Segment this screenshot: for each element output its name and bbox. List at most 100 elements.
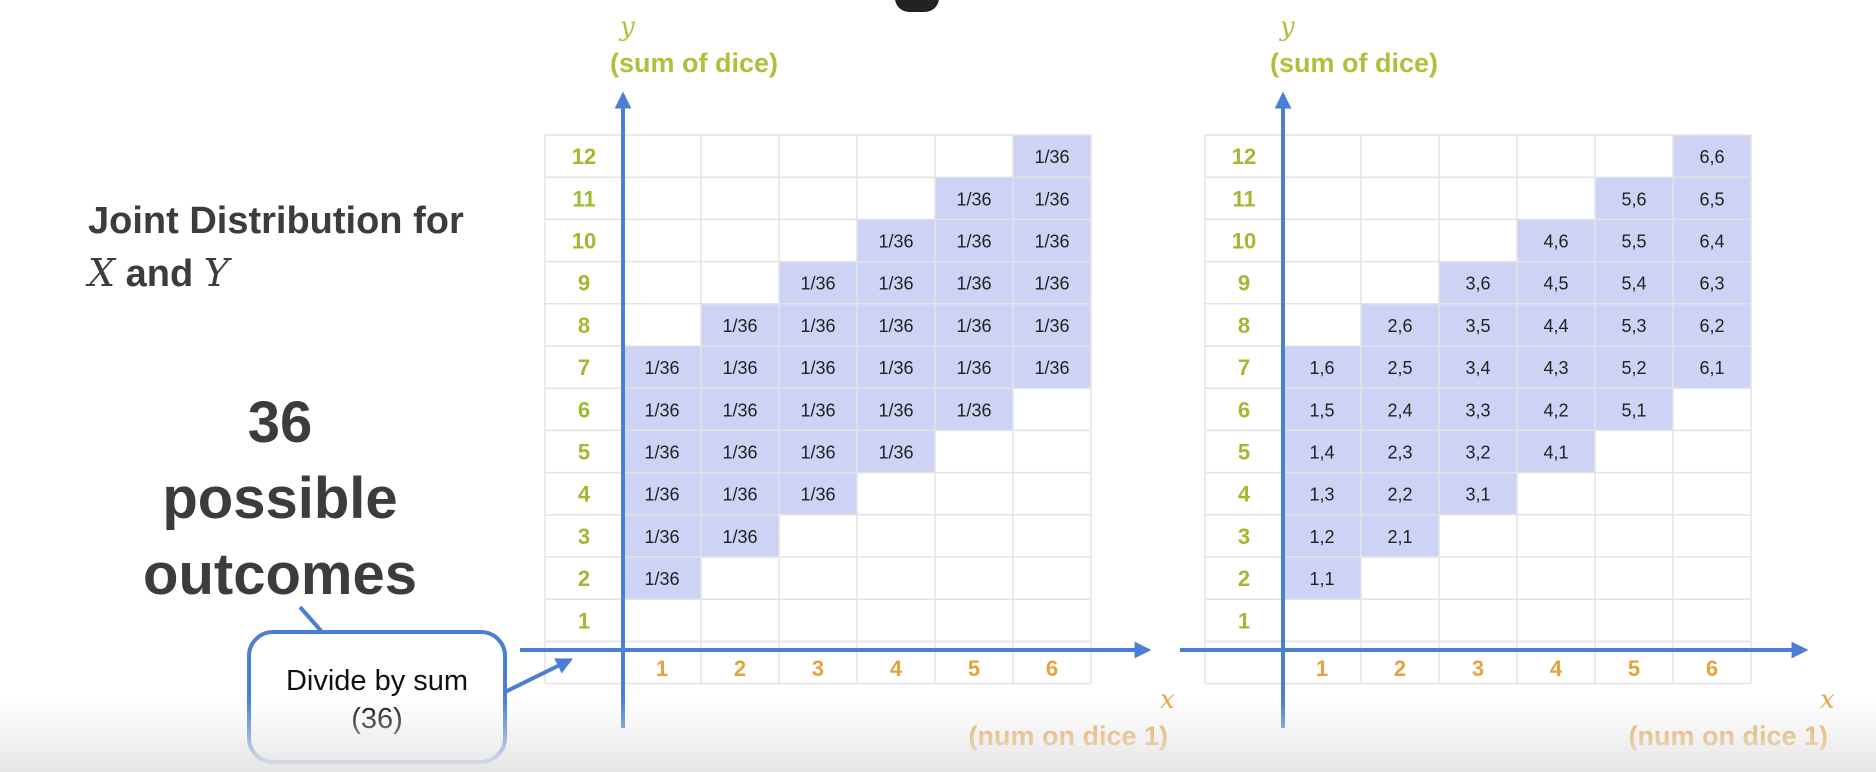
cell-value: 1/36 [878, 443, 913, 463]
cell-fill [623, 430, 701, 473]
cell-fill [1283, 514, 1361, 557]
y-tick-label: 1 [1238, 608, 1250, 633]
y-axis-label: (sum of dice) [610, 48, 778, 78]
cell-value: 6,5 [1699, 189, 1724, 209]
cell-value: 2,2 [1387, 485, 1412, 505]
cell-value: 4,5 [1543, 274, 1568, 294]
cell-value: 1/36 [644, 569, 679, 589]
cell-value: 1,1 [1309, 569, 1334, 589]
cell-value: 1/36 [1034, 189, 1069, 209]
cell-fill [1517, 430, 1595, 473]
cell-value: 1/36 [1034, 147, 1069, 167]
y-tick-label: 8 [1238, 313, 1250, 338]
cell-fill [1595, 346, 1673, 389]
cell-fill [1673, 261, 1751, 304]
cell-fill [1439, 303, 1517, 346]
cell-fill [1283, 472, 1361, 515]
cell-value: 1/36 [800, 358, 835, 378]
cell-fill [701, 472, 779, 515]
cell-value: 5,1 [1621, 400, 1646, 420]
cell-value: 1/36 [722, 358, 757, 378]
cell-value: 1/36 [722, 443, 757, 463]
cell-value: 1/36 [644, 527, 679, 547]
x-axis-variable: x [1820, 685, 1835, 715]
probability-grid: 1/36 1/36 1/36 1/36 1/36 1/36 1/36 1/36 1/36 1/36… [520, 12, 1175, 751]
cell-value: 1/36 [1034, 274, 1069, 294]
cell-fill [1673, 346, 1751, 389]
cell-value: 1/36 [1034, 232, 1069, 252]
cell-value: 6,3 [1699, 274, 1724, 294]
cell-value: 2,4 [1387, 400, 1412, 420]
cell-fill [779, 346, 857, 389]
cell-fill [779, 303, 857, 346]
cell-value: 2,5 [1387, 358, 1412, 378]
y-axis-variable: y [1279, 12, 1295, 42]
cell-value: 1/36 [644, 485, 679, 505]
cell-fill [701, 430, 779, 473]
y-tick-label: 10 [1232, 229, 1256, 254]
cell-fill [1517, 261, 1595, 304]
cell-value: 1/36 [800, 485, 835, 505]
cell-value: 1,3 [1309, 485, 1334, 505]
cell-value: 3,2 [1465, 443, 1490, 463]
cell-value: 6,6 [1699, 147, 1724, 167]
x-tick-label: 4 [890, 656, 903, 681]
cell-fill [1361, 430, 1439, 473]
cell-value: 1/36 [956, 400, 991, 420]
cell-fill [623, 346, 701, 389]
cell-value: 1/36 [644, 358, 679, 378]
title-fragment [895, 0, 939, 12]
cell-fill [1517, 346, 1595, 389]
cell-value: 5,6 [1621, 189, 1646, 209]
side-title: Joint Distribution for X and Y [88, 195, 528, 300]
cell-fill [1439, 261, 1517, 304]
callout-tail-left [298, 605, 324, 634]
cell-value: 4,3 [1543, 358, 1568, 378]
y-tick-label: 3 [578, 524, 590, 549]
cell-fill [935, 177, 1013, 220]
x-axis-label: (num on dice 1) [968, 721, 1168, 751]
cell-fill [1283, 388, 1361, 431]
cell-fill [779, 430, 857, 473]
cell-fill [1595, 219, 1673, 262]
cell-value: 2,1 [1387, 527, 1412, 547]
y-axis-variable: y [619, 12, 635, 42]
cell-fill [623, 472, 701, 515]
cell-value: 4,6 [1543, 232, 1568, 252]
cell-value: 1/36 [722, 485, 757, 505]
cell-fill [1283, 346, 1361, 389]
cell-fill [1673, 177, 1751, 220]
cell-value: 3,3 [1465, 400, 1490, 420]
cell-value: 4,2 [1543, 400, 1568, 420]
cell-value: 1/36 [722, 400, 757, 420]
y-tick-label: 8 [578, 313, 590, 338]
y-axis-label: (sum of dice) [1270, 48, 1438, 78]
y-tick-label: 7 [1238, 355, 1250, 380]
cell-fill [779, 472, 857, 515]
outcomes-count: 36 [247, 390, 313, 455]
cell-value: 1/36 [722, 527, 757, 547]
cell-fill [935, 303, 1013, 346]
cell-fill [1517, 303, 1595, 346]
cell-fill [1439, 388, 1517, 431]
cell-fill [1361, 472, 1439, 515]
cell-value: 5,5 [1621, 232, 1646, 252]
cell-value: 1/36 [956, 274, 991, 294]
y-tick-label: 5 [578, 440, 590, 465]
cell-fill [1283, 430, 1361, 473]
x-tick-label: 3 [812, 656, 824, 681]
y-tick-label: 10 [572, 229, 596, 254]
outcomes-word1: possible [162, 466, 398, 531]
cell-value: 6,1 [1699, 358, 1724, 378]
cell-value: 1/36 [878, 400, 913, 420]
cell-value: 1/36 [878, 274, 913, 294]
cell-fill [857, 388, 935, 431]
cell-fill [1673, 303, 1751, 346]
cell-value: 1/36 [644, 443, 679, 463]
y-tick-label: 5 [1238, 440, 1250, 465]
cell-value: 1/36 [956, 189, 991, 209]
cell-fill [935, 261, 1013, 304]
cell-fill [1361, 388, 1439, 431]
x-tick-label: 4 [1550, 656, 1563, 681]
cell-value: 3,6 [1465, 274, 1490, 294]
